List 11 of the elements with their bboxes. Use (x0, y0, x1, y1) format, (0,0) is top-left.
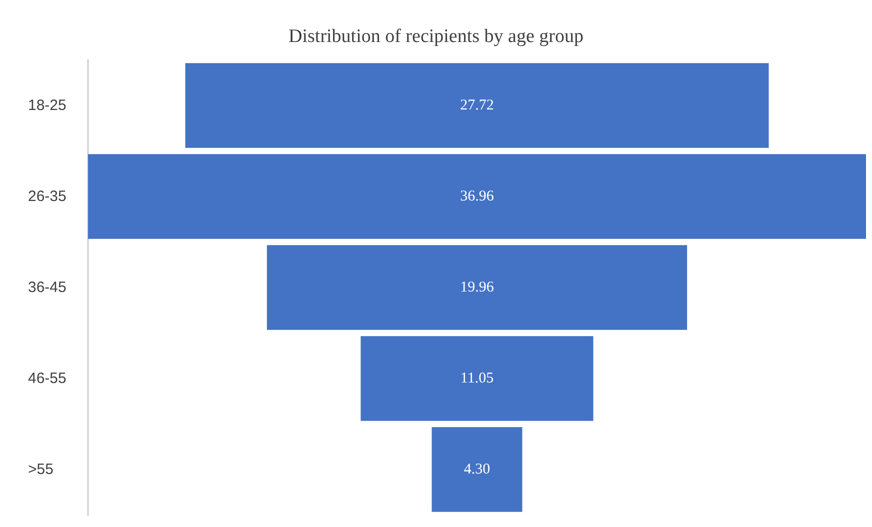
category-label: 36-45 (28, 279, 66, 296)
data-label: 11.05 (460, 370, 494, 386)
category-label: 26-35 (28, 188, 66, 205)
data-label: 27.72 (460, 98, 494, 114)
text: Distribution of recipients by age group (288, 26, 584, 47)
category-label: 18-25 (28, 97, 66, 114)
data-label: 36.96 (460, 188, 494, 204)
data-label: 4.30 (464, 462, 490, 478)
category-label: 46-55 (28, 370, 66, 387)
category-label: >55 (28, 461, 54, 478)
data-label: 19.96 (460, 280, 494, 296)
